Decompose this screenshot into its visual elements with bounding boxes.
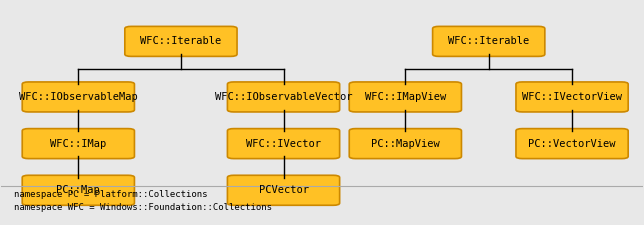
- FancyBboxPatch shape: [433, 26, 545, 56]
- Text: namespace PC = Platform::Collections
namespace WFC = Windows::Foundation::Collec: namespace PC = Platform::Collections nam…: [14, 190, 272, 212]
- FancyBboxPatch shape: [125, 26, 237, 56]
- FancyBboxPatch shape: [23, 82, 135, 112]
- FancyBboxPatch shape: [23, 175, 135, 205]
- FancyBboxPatch shape: [349, 129, 462, 159]
- Text: WFC::Iterable: WFC::Iterable: [140, 36, 222, 46]
- FancyBboxPatch shape: [349, 82, 462, 112]
- Text: PC::VectorView: PC::VectorView: [528, 139, 616, 148]
- Text: WFC::IObservableVector: WFC::IObservableVector: [215, 92, 352, 102]
- Text: WFC::Iterable: WFC::Iterable: [448, 36, 529, 46]
- FancyBboxPatch shape: [23, 129, 135, 159]
- Text: PC::Map: PC::Map: [57, 185, 100, 195]
- FancyBboxPatch shape: [227, 175, 339, 205]
- Text: WFC::IMap: WFC::IMap: [50, 139, 106, 148]
- FancyBboxPatch shape: [227, 82, 339, 112]
- Text: PCVector: PCVector: [258, 185, 308, 195]
- FancyBboxPatch shape: [516, 82, 628, 112]
- Text: WFC::IObservableMap: WFC::IObservableMap: [19, 92, 138, 102]
- FancyBboxPatch shape: [516, 129, 628, 159]
- Text: WFC::IVector: WFC::IVector: [246, 139, 321, 148]
- FancyBboxPatch shape: [227, 129, 339, 159]
- Text: PC::MapView: PC::MapView: [371, 139, 440, 148]
- Text: WFC::IMapView: WFC::IMapView: [365, 92, 446, 102]
- Text: WFC::IVectorView: WFC::IVectorView: [522, 92, 622, 102]
